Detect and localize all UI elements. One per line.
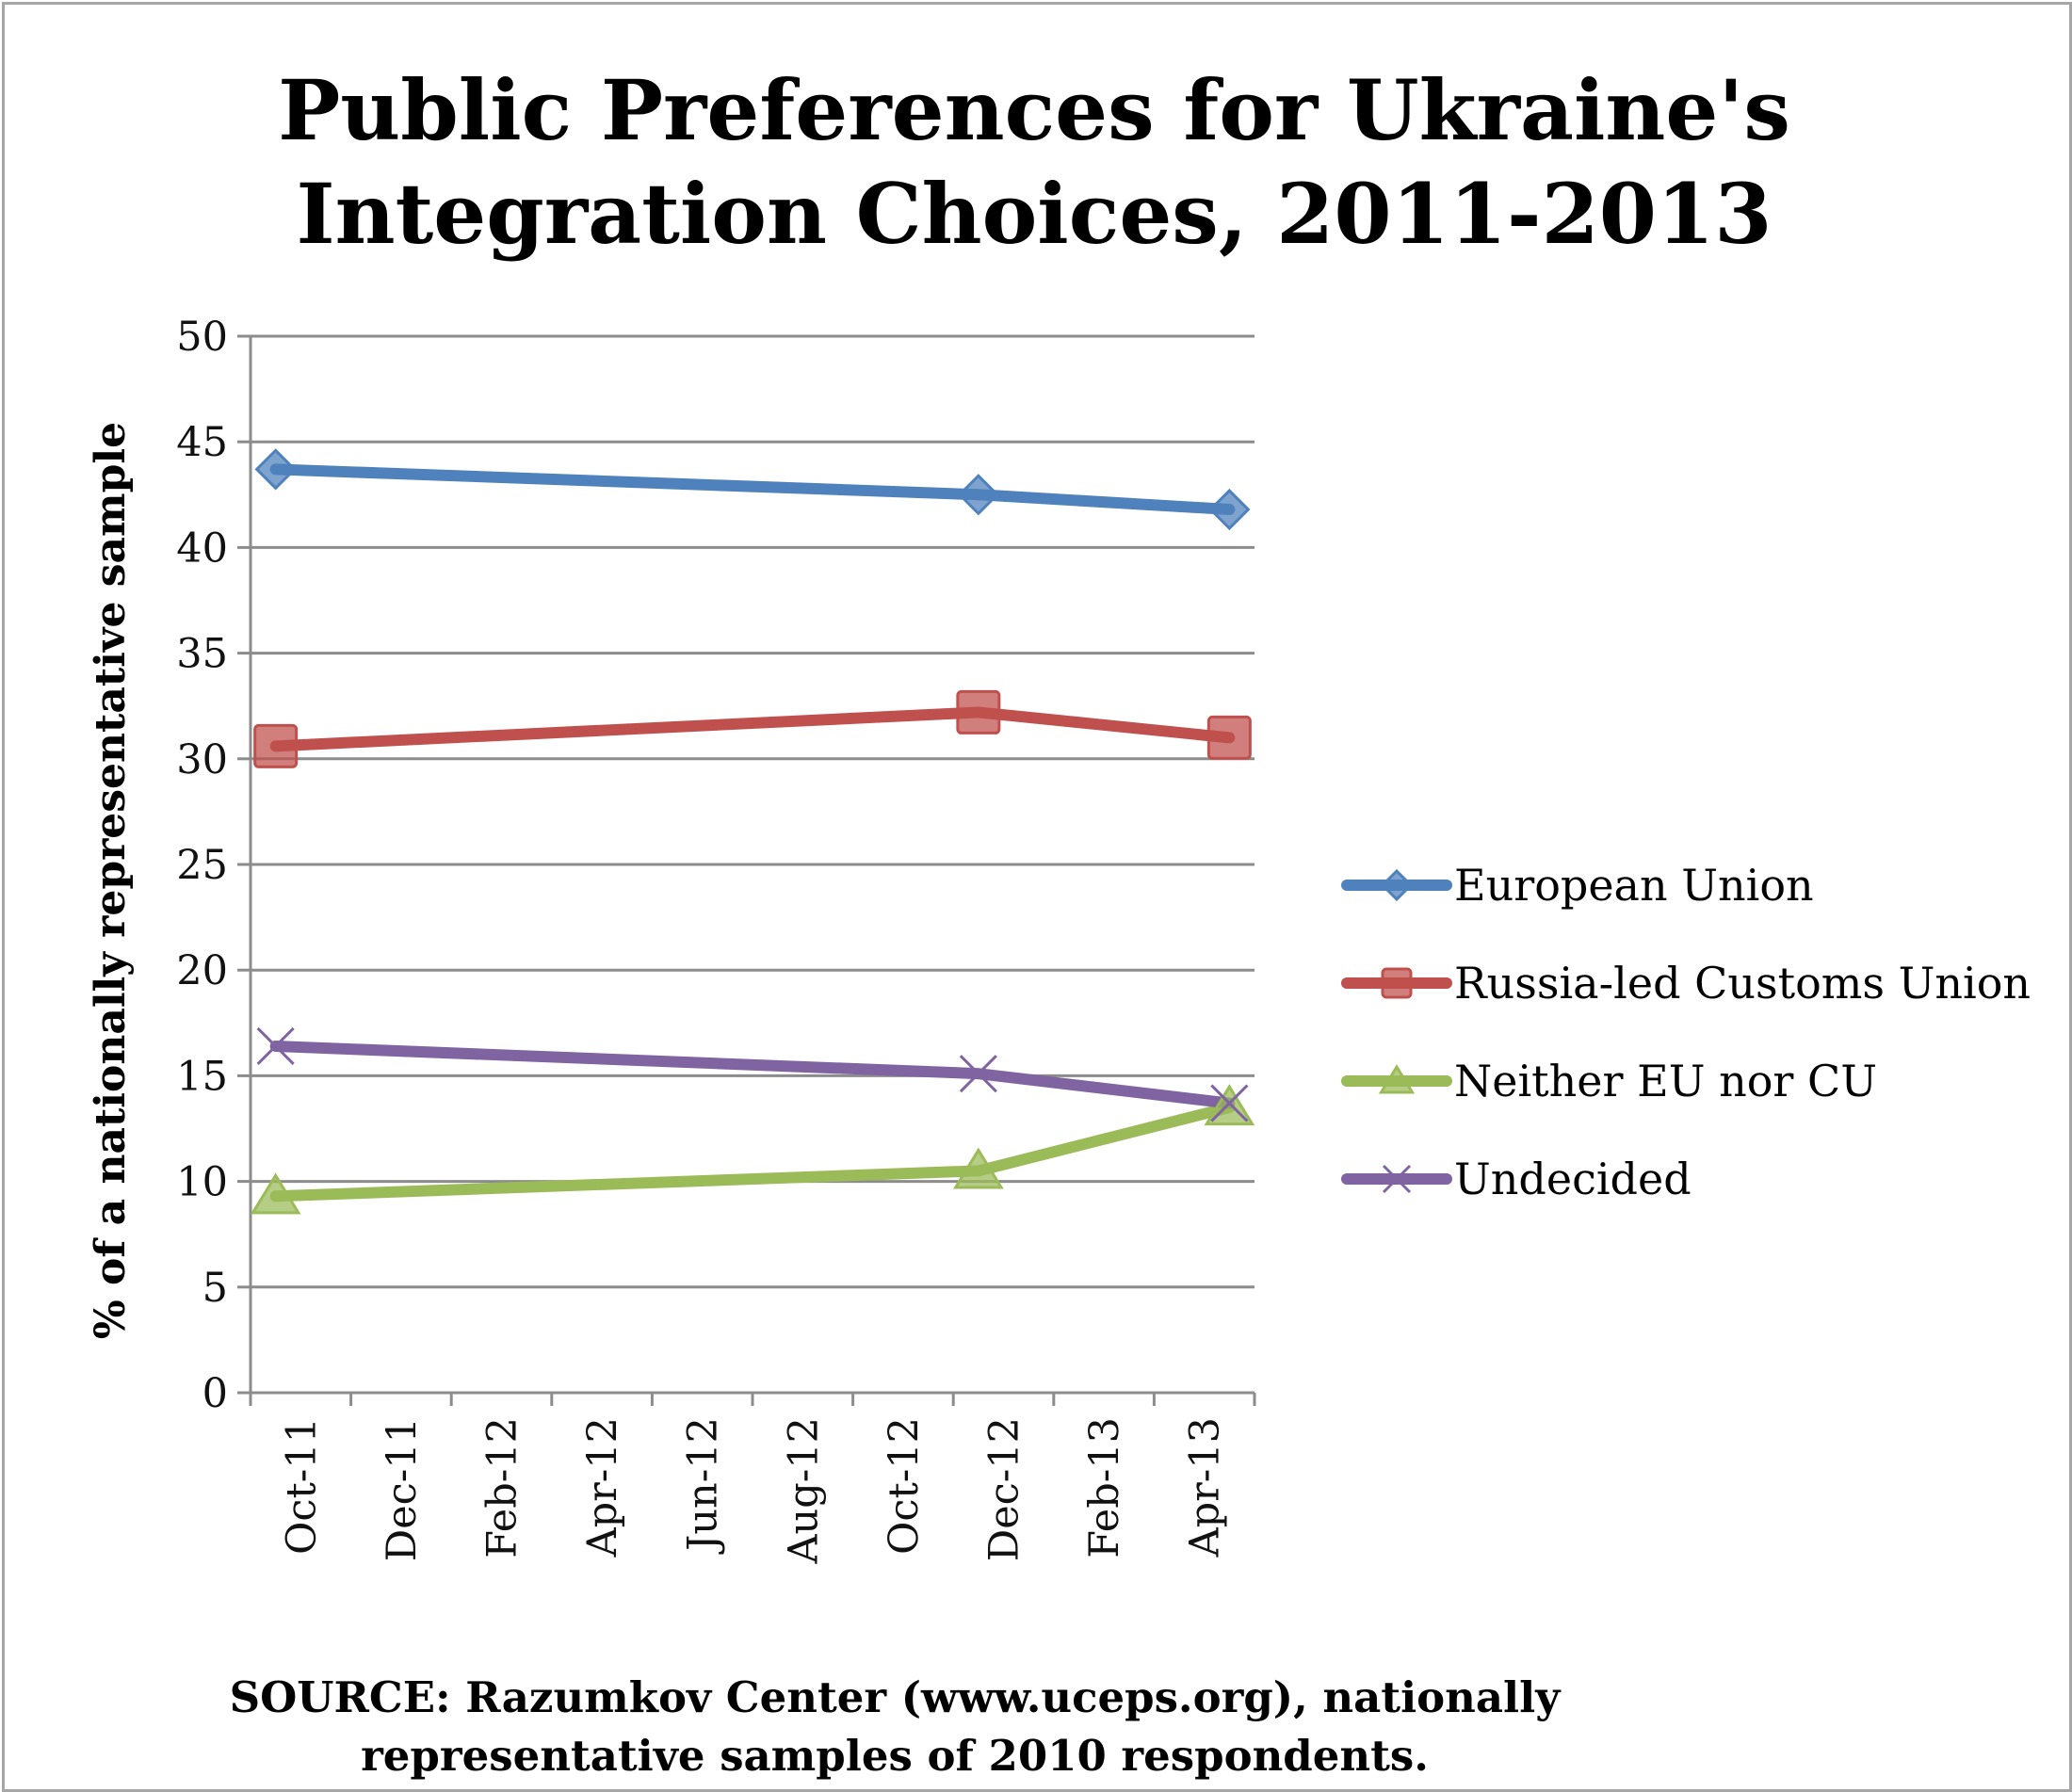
data-point-square bbox=[956, 689, 1001, 735]
legend: European Union Russia-led Customs Union Ne… bbox=[1341, 860, 2031, 1204]
data-point-square bbox=[1206, 715, 1252, 760]
legend-label: European Union bbox=[1454, 860, 1814, 911]
data-point-diamond bbox=[1380, 868, 1414, 902]
y-tick-label: 35 bbox=[176, 631, 228, 678]
series-line bbox=[269, 463, 1236, 516]
data-point-x bbox=[256, 1026, 295, 1066]
y-tick-label: 15 bbox=[176, 1053, 228, 1100]
axes bbox=[237, 334, 1256, 1406]
legend-item: Russia-led Customs Union bbox=[1341, 958, 2031, 1009]
legend-label: Undecided bbox=[1454, 1154, 1692, 1204]
legend-item: Neither EU nor CU bbox=[1341, 1056, 1877, 1106]
x-tick-label: Feb-12 bbox=[479, 1417, 526, 1558]
y-tick-label: 0 bbox=[202, 1370, 228, 1417]
chart-title-line-1: Public Preferences for Ukraine's bbox=[278, 61, 1790, 159]
data-point-square bbox=[253, 723, 299, 768]
source-line-2: representative samples of 2010 responden… bbox=[361, 1731, 1429, 1781]
data-point-diamond bbox=[1208, 488, 1251, 531]
x-tick-label: Aug-12 bbox=[780, 1417, 827, 1565]
series-line bbox=[269, 1102, 1236, 1203]
source-line-1: SOURCE: Razumkov Center (www.uceps.org),… bbox=[230, 1672, 1562, 1722]
data-point-triangle bbox=[250, 1172, 301, 1215]
series-lines bbox=[269, 463, 1236, 1203]
y-tick-label: 50 bbox=[176, 314, 228, 361]
y-tick-label: 20 bbox=[176, 947, 228, 994]
x-tick-label: Feb-13 bbox=[1081, 1417, 1128, 1558]
y-tick-labels: 0 5 10 15 20 25 30 35 40 45 50 bbox=[176, 314, 228, 1417]
y-tick-label: 45 bbox=[176, 419, 228, 466]
series-markers bbox=[250, 448, 1255, 1215]
chart-title-line-2: Integration Choices, 2011-2013 bbox=[297, 165, 1773, 263]
y-tick-label: 30 bbox=[176, 736, 228, 783]
data-point-triangle bbox=[1378, 1064, 1416, 1094]
legend-label: Neither EU nor CU bbox=[1454, 1056, 1877, 1106]
legend-item: Undecided bbox=[1341, 1154, 1692, 1204]
x-tick-label: Apr-13 bbox=[1182, 1417, 1229, 1558]
x-tick-label: Dec-11 bbox=[379, 1417, 426, 1561]
y-tick-label: 10 bbox=[176, 1159, 228, 1206]
chart-title: Public Preferences for Ukraine's Integra… bbox=[278, 61, 1790, 263]
x-tick-label: Apr-12 bbox=[579, 1417, 626, 1558]
series-line bbox=[269, 706, 1236, 752]
x-tick-label: Oct-11 bbox=[278, 1417, 325, 1555]
y-axis-label: % of a nationally representative sample bbox=[87, 422, 135, 1339]
legend-item: European Union bbox=[1341, 860, 1814, 911]
x-tick-label: Dec-12 bbox=[981, 1417, 1028, 1561]
data-point-triangle bbox=[952, 1147, 1004, 1189]
y-tick-label: 5 bbox=[202, 1265, 228, 1312]
x-tick-label: Jun-12 bbox=[680, 1417, 727, 1555]
x-tick-labels: Oct-11 Dec-11 Feb-12 Apr-12 Jun-12 Aug-12 Oct-… bbox=[278, 1417, 1228, 1565]
data-point-square bbox=[1381, 967, 1413, 999]
data-point-diamond bbox=[254, 448, 297, 491]
legend-label: Russia-led Customs Union bbox=[1454, 958, 2031, 1009]
y-tick-label: 40 bbox=[176, 525, 228, 572]
gridlines bbox=[251, 334, 1255, 1289]
x-tick-label: Oct-12 bbox=[881, 1417, 928, 1555]
data-point-diamond bbox=[957, 474, 999, 516]
data-point-x bbox=[1210, 1084, 1249, 1122]
source-note: SOURCE: Razumkov Center (www.uceps.org),… bbox=[230, 1672, 1562, 1781]
data-point-x bbox=[959, 1055, 997, 1093]
y-tick-label: 25 bbox=[176, 842, 228, 889]
data-point-x bbox=[1382, 1164, 1412, 1194]
